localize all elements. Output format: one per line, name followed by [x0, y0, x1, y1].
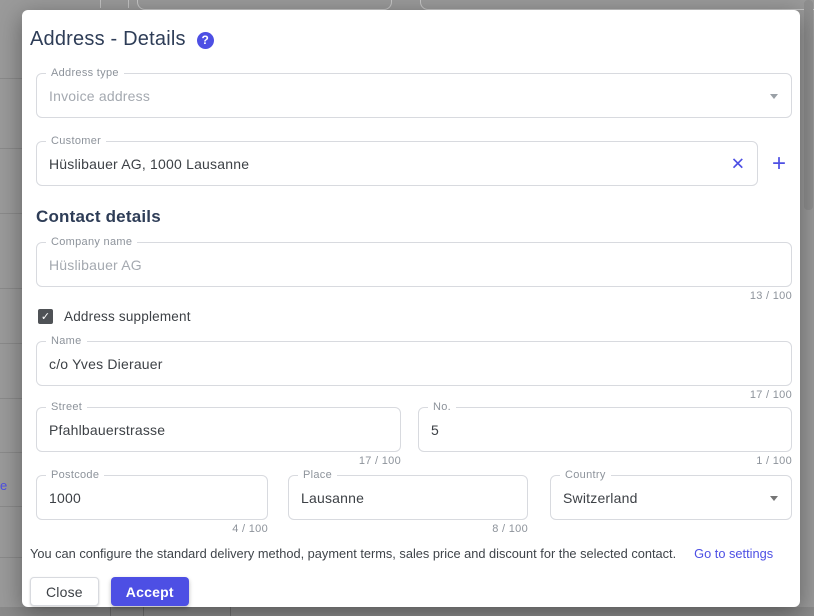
name-input[interactable] — [49, 355, 779, 372]
company-name-field: Company name Hüslibauer AG — [36, 236, 792, 287]
backdrop-row-line — [0, 452, 22, 453]
no-input[interactable] — [431, 421, 779, 438]
backdrop-divider — [230, 607, 231, 616]
backdrop-text-fragment: er — [0, 478, 7, 493]
contact-details-heading: Contact details — [36, 207, 161, 226]
backdrop-divider — [110, 607, 111, 616]
country-counter-spacer — [550, 523, 792, 536]
street-label: Street — [46, 401, 88, 413]
postcode-counter: 4 / 100 — [232, 523, 268, 535]
company-name-label: Company name — [46, 236, 138, 248]
backdrop-divider — [128, 0, 129, 8]
place-label: Place — [298, 469, 338, 481]
place-input[interactable] — [301, 489, 515, 506]
backdrop-row-line — [0, 557, 22, 558]
customer-field[interactable]: Customer ✕ — [36, 135, 758, 186]
country-label: Country — [560, 469, 611, 481]
settings-note: You can configure the standard delivery … — [30, 546, 792, 562]
address-type-value: Invoice address — [49, 87, 151, 104]
name-counter: 17 / 100 — [749, 389, 792, 401]
postcode-label: Postcode — [46, 469, 105, 481]
street-input[interactable] — [49, 421, 388, 438]
customer-input[interactable] — [49, 155, 717, 172]
no-field[interactable]: No. — [418, 401, 792, 452]
address-type-select[interactable]: Address type Invoice address — [36, 67, 792, 118]
settings-note-text: You can configure the standard delivery … — [30, 546, 677, 561]
country-value: Switzerland — [563, 489, 638, 506]
no-counter: 1 / 100 — [756, 455, 792, 467]
address-type-label: Address type — [46, 67, 124, 79]
backdrop-card-outline — [420, 0, 814, 10]
go-to-settings-link[interactable]: Go to settings — [694, 546, 774, 561]
backdrop-row-line — [0, 343, 22, 344]
dialog-title: Address - Details — [30, 27, 186, 50]
company-name-counter: 13 / 100 — [749, 290, 792, 302]
street-counter: 17 / 100 — [358, 455, 401, 467]
street-field[interactable]: Street — [36, 401, 401, 452]
address-supplement-label: Address supplement — [64, 308, 191, 324]
postcode-input[interactable] — [49, 489, 255, 506]
help-icon[interactable]: ? — [196, 31, 214, 49]
backdrop-divider — [100, 0, 101, 8]
backdrop-card-outline — [137, 0, 392, 10]
no-label: No. — [428, 401, 457, 413]
backdrop-row-line — [0, 506, 22, 507]
chevron-down-icon — [770, 93, 778, 99]
name-field[interactable]: Name — [36, 335, 792, 386]
backdrop-row-line — [0, 78, 22, 79]
address-details-dialog: Address - Details ? Address type Invoice… — [22, 10, 800, 607]
country-select[interactable]: Country Switzerland — [550, 469, 792, 520]
backdrop-scrollbar — [804, 0, 813, 210]
place-field[interactable]: Place — [288, 469, 528, 520]
backdrop-row-line — [0, 213, 22, 214]
postcode-field[interactable]: Postcode — [36, 469, 268, 520]
place-counter: 8 / 100 — [492, 523, 528, 535]
close-button[interactable]: Close — [30, 577, 99, 606]
backdrop-row-line — [0, 148, 22, 149]
add-customer-button[interactable]: + — [766, 151, 792, 176]
checkbox-checked-icon[interactable]: ✓ — [38, 308, 53, 324]
clear-icon[interactable]: ✕ — [730, 154, 745, 173]
customer-label: Customer — [46, 135, 107, 147]
backdrop-row-line — [0, 398, 22, 399]
backdrop-row-line — [0, 288, 22, 289]
chevron-down-icon — [770, 495, 778, 501]
backdrop-bottom-strip — [0, 607, 814, 616]
backdrop-divider — [143, 607, 144, 616]
accept-button[interactable]: Accept — [110, 577, 189, 606]
company-name-value: Hüslibauer AG — [49, 256, 142, 273]
name-label: Name — [46, 335, 87, 347]
address-supplement-checkbox-row[interactable]: ✓ Address supplement — [36, 308, 792, 324]
